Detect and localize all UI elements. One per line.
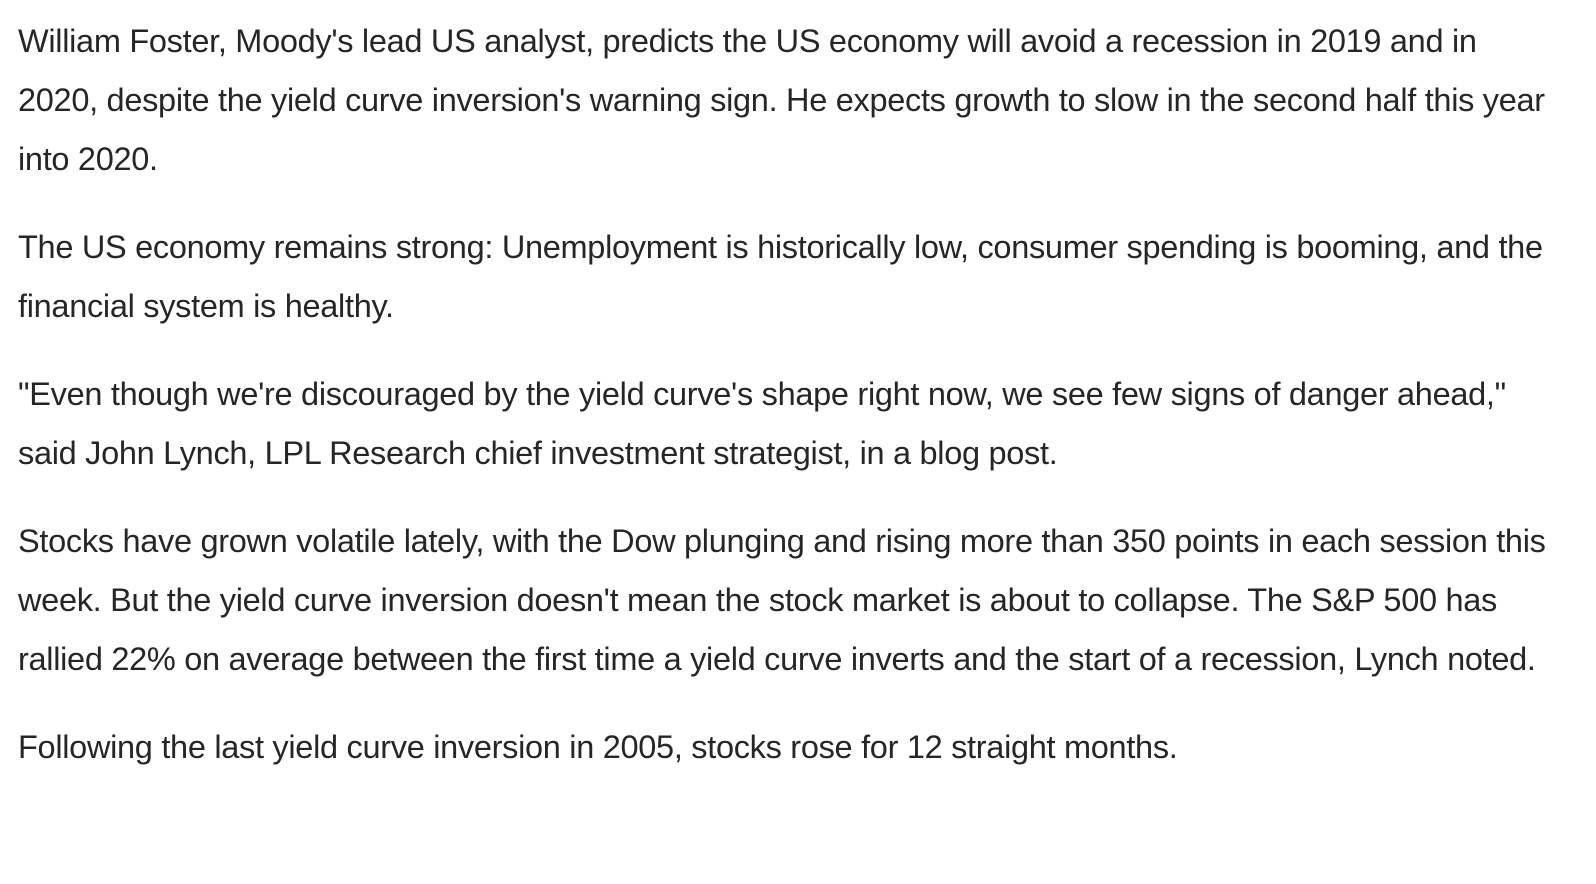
paragraph-economy-strong: The US economy remains strong: Unemploym… xyxy=(18,229,1543,324)
paragraph-2005-inversion: Following the last yield curve inversion… xyxy=(18,729,1178,765)
paragraph-lynch-quote: "Even though we're discouraged by the yi… xyxy=(18,376,1506,471)
paragraph-stocks-volatile: Stocks have grown volatile lately, with … xyxy=(18,523,1546,677)
paragraph-recession-forecast: William Foster, Moody's lead US analyst,… xyxy=(18,23,1545,177)
article-body: William Foster, Moody's lead US analyst,… xyxy=(18,12,1558,806)
